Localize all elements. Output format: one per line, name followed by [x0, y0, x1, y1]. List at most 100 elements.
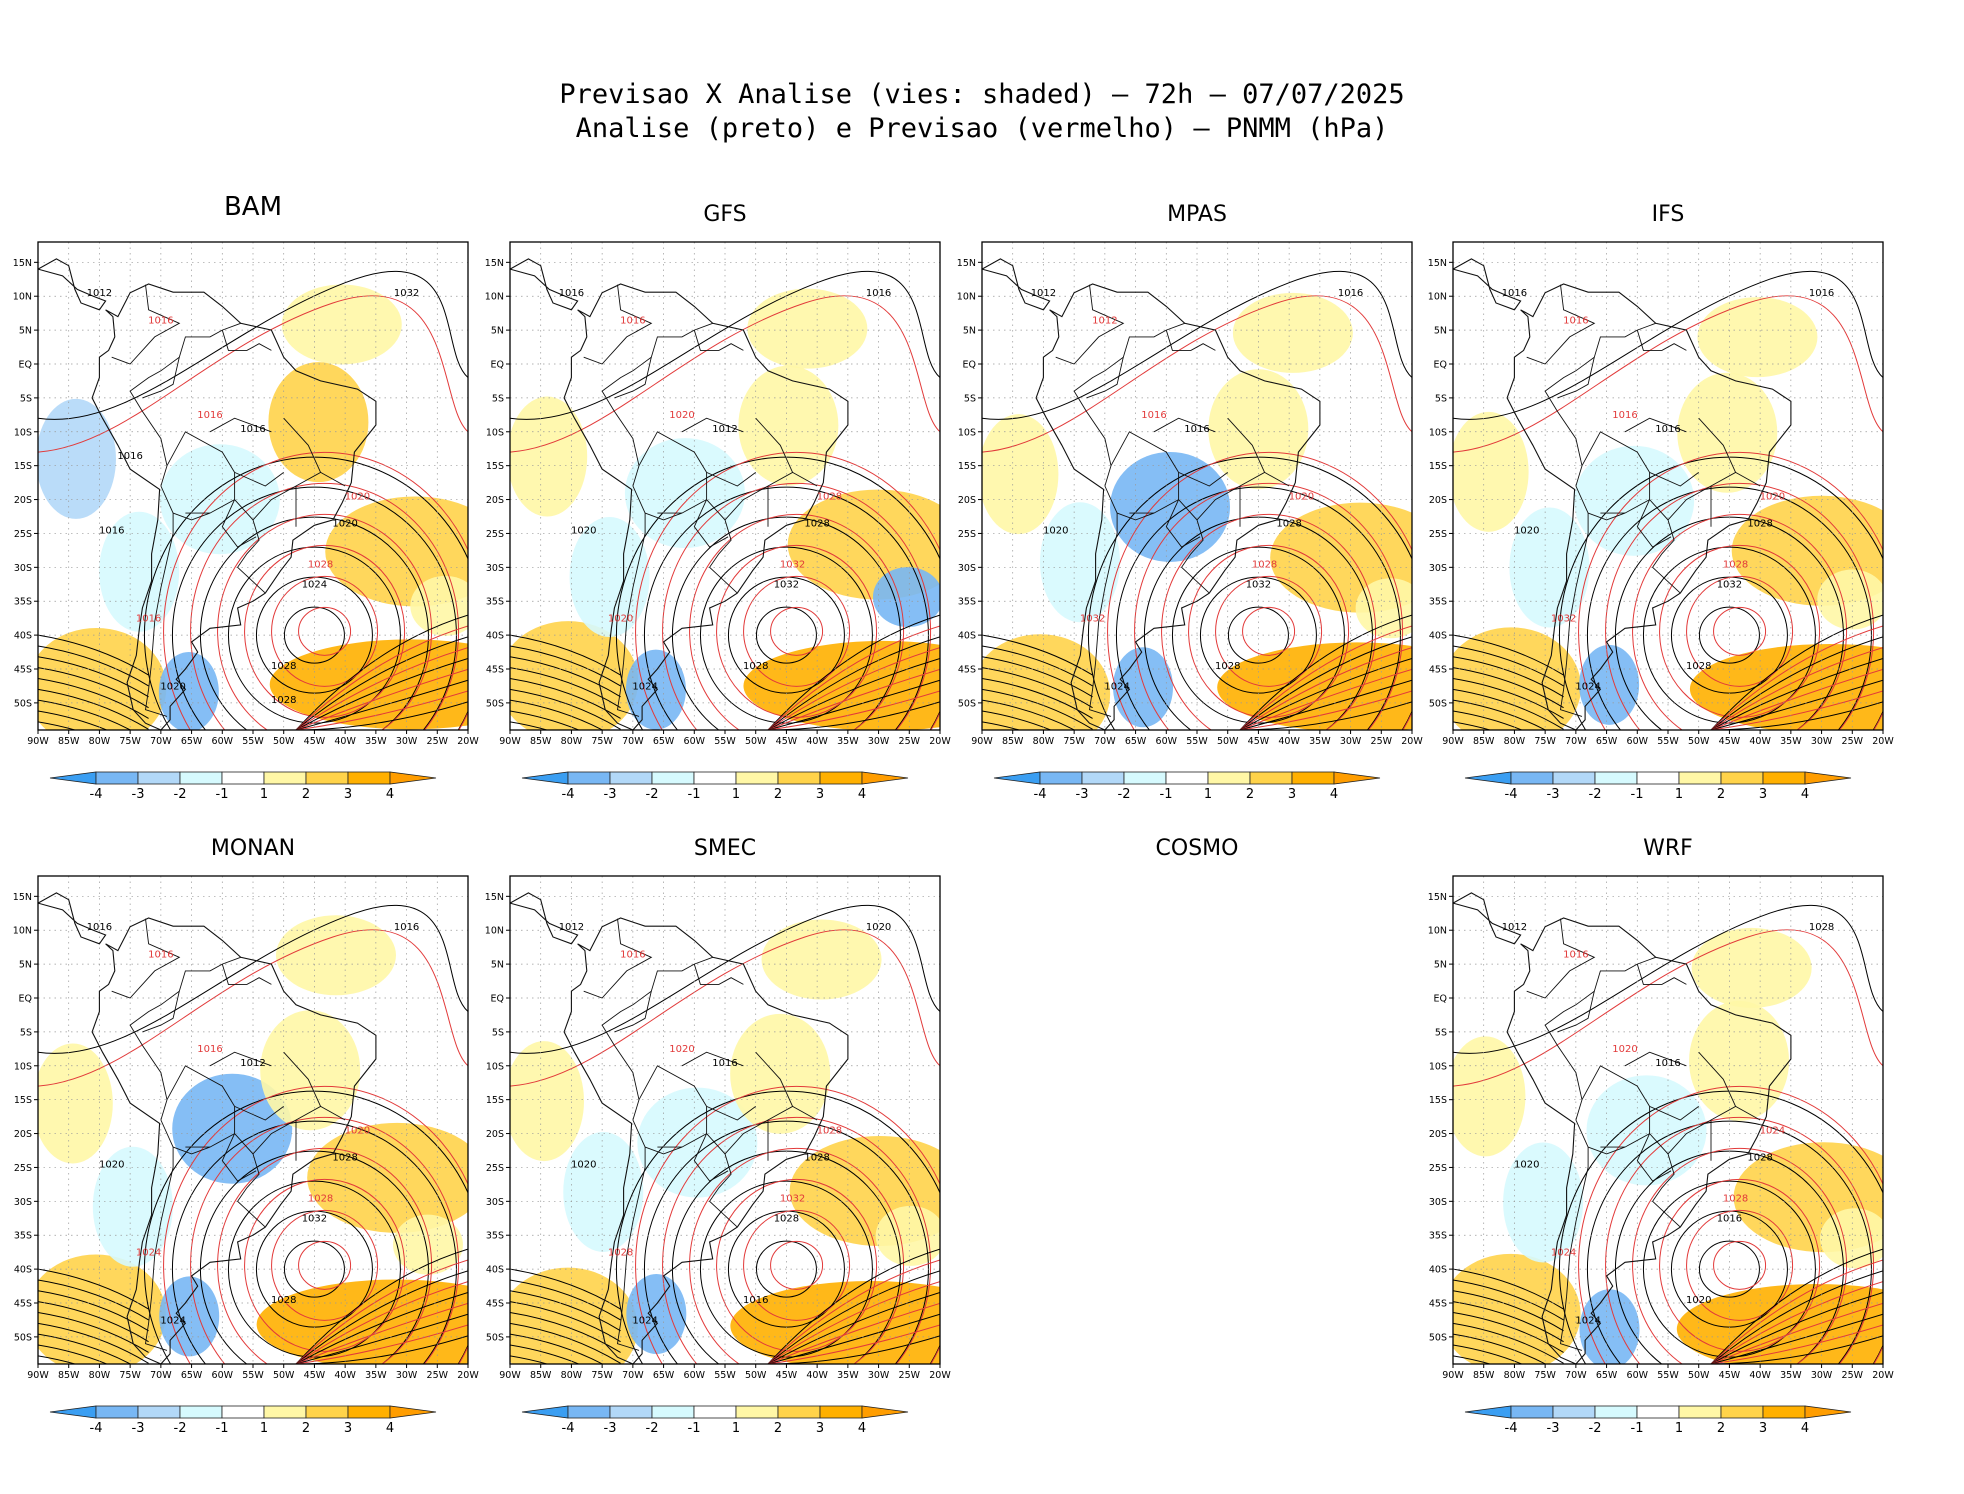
analysis-contour-label: 1020	[1514, 1159, 1539, 1170]
analysis-isobar	[1239, 636, 1412, 730]
analysis-isobar	[1710, 1292, 1883, 1364]
analysis-isobar	[1453, 1355, 1492, 1364]
lat-tick-label: 5N	[19, 326, 32, 337]
analysis-isobar	[1453, 710, 1523, 730]
colorbar-label: 1	[1675, 1421, 1683, 1436]
forecast-contour-label: 1028	[308, 559, 333, 570]
lat-tick-label: 10N	[1428, 292, 1447, 303]
lat-tick-label: 5S	[1435, 1027, 1447, 1038]
colorbar-swatch	[179, 771, 223, 785]
analysis-isobar	[982, 656, 1093, 698]
country-border	[724, 417, 794, 521]
analysis-isobar	[1239, 647, 1412, 730]
lat-tick-label: 15N	[13, 892, 32, 903]
analysis-isobar	[510, 699, 604, 730]
lon-tick-label: 65W	[1596, 736, 1618, 747]
lat-tick-label: 35S	[14, 1231, 32, 1242]
lat-tick-label: 30S	[486, 563, 504, 574]
country-border	[111, 918, 181, 999]
lon-tick-label: 50W	[745, 1370, 767, 1381]
analysis-isobar	[38, 656, 149, 698]
analysis-isobar	[1710, 1270, 1883, 1364]
analysis-contour-label: 1020	[160, 681, 185, 692]
bias-shading	[1689, 1000, 1790, 1121]
lat-tick-label: 5S	[1435, 393, 1447, 404]
colorbar-swatch	[819, 1405, 863, 1419]
forecast-contour-label: 1020	[1289, 492, 1314, 503]
analysis-contour-label: 1016	[1655, 424, 1680, 435]
analysis-isobar	[38, 1279, 149, 1321]
analysis-contour-label: 1024	[1575, 1315, 1600, 1326]
forecast-isobar	[1578, 1085, 1883, 1364]
colorbar-swatch	[1762, 1405, 1806, 1419]
forecast-contour-label: 1032	[1551, 614, 1576, 625]
analysis-isobar	[767, 658, 940, 730]
forecast-isobar	[635, 1085, 940, 1364]
colorbar-swatch	[1464, 771, 1512, 785]
analysis-isobar	[295, 647, 468, 730]
analysis-isobar	[510, 677, 621, 719]
country-border	[1165, 499, 1201, 548]
bias-shading	[1453, 411, 1529, 532]
colorbar-swatch	[305, 771, 349, 785]
country-border	[792, 472, 818, 487]
analysis-isobar	[1710, 625, 1883, 730]
lat-tick-label: 50S	[14, 698, 32, 709]
bias-shading	[1039, 502, 1120, 623]
analysis-isobar	[1710, 1281, 1883, 1364]
country-border	[320, 472, 346, 487]
forecast-isobar	[743, 575, 851, 687]
analysis-isobar	[295, 1259, 468, 1364]
analysis-contour-label: 1016	[866, 288, 891, 299]
colorbar-swatch	[1678, 1405, 1722, 1419]
analysis-contour-label: 1032	[394, 288, 419, 299]
map-figure: 1016 1012 1020 1024 1028 1032 1028 1016 1016 1020…	[485, 241, 951, 802]
colorbar: -4 -3 -2 -1 1 2 3 4	[993, 771, 1381, 802]
analysis-isobar	[510, 645, 621, 687]
analysis-isobar	[767, 1281, 940, 1364]
bias-shading	[1677, 372, 1778, 493]
colorbar-swatch	[1678, 771, 1722, 785]
lat-tick-label: 5S	[492, 1027, 504, 1038]
panel-title: MPAS	[1167, 202, 1227, 227]
forecast-isobar	[1188, 544, 1350, 718]
analysis-contour-label: 1028	[1747, 519, 1772, 530]
analysis-isobar	[1710, 636, 1883, 730]
colorbar-label: 3	[344, 787, 352, 802]
forecast-isobar	[1605, 1116, 1875, 1364]
colorbar-swatch	[777, 1405, 821, 1419]
forecast-isobar	[190, 1116, 460, 1364]
lat-tick-label: 45S	[14, 665, 32, 676]
colorbar-swatch	[861, 771, 909, 785]
country-border	[1557, 357, 1595, 399]
country-border	[638, 431, 738, 594]
colorbar-label: 1	[1204, 787, 1212, 802]
colorbar-label: 4	[386, 787, 394, 802]
analysis-isobar	[1453, 1279, 1564, 1321]
bias-shading	[38, 627, 167, 730]
analysis-isobar	[1710, 1313, 1883, 1364]
forecast-isobar	[716, 1178, 878, 1352]
lat-tick-label: 10N	[485, 926, 504, 937]
colorbar-label: -4	[562, 1421, 575, 1436]
bias-shading	[510, 621, 639, 730]
colorbar-label: 4	[1801, 1421, 1809, 1436]
lat-tick-label: 10N	[485, 292, 504, 303]
analysis-isobar	[1453, 904, 1883, 1054]
lat-tick-label: 40S	[14, 631, 32, 642]
analysis-isobar	[1710, 1302, 1883, 1364]
lon-tick-label: 30W	[868, 736, 890, 747]
analysis-isobar	[510, 688, 621, 730]
forecast-contour-label: 1020	[345, 492, 370, 503]
coastline	[982, 258, 1051, 311]
analysis-contour-label: 1016	[712, 1058, 737, 1069]
analysis-isobar	[510, 1290, 621, 1332]
colorbar-swatch	[1123, 771, 1167, 785]
analysis-isobar	[1710, 690, 1883, 730]
lon-tick-label: 65W	[653, 1370, 675, 1381]
lat-tick-label: 15N	[13, 258, 32, 269]
lon-tick-label: 20W	[457, 1370, 479, 1381]
colorbar-label: 4	[1330, 787, 1338, 802]
analysis-contour-label: 1020	[1686, 1295, 1711, 1306]
colorbar-swatch	[1804, 1405, 1852, 1419]
